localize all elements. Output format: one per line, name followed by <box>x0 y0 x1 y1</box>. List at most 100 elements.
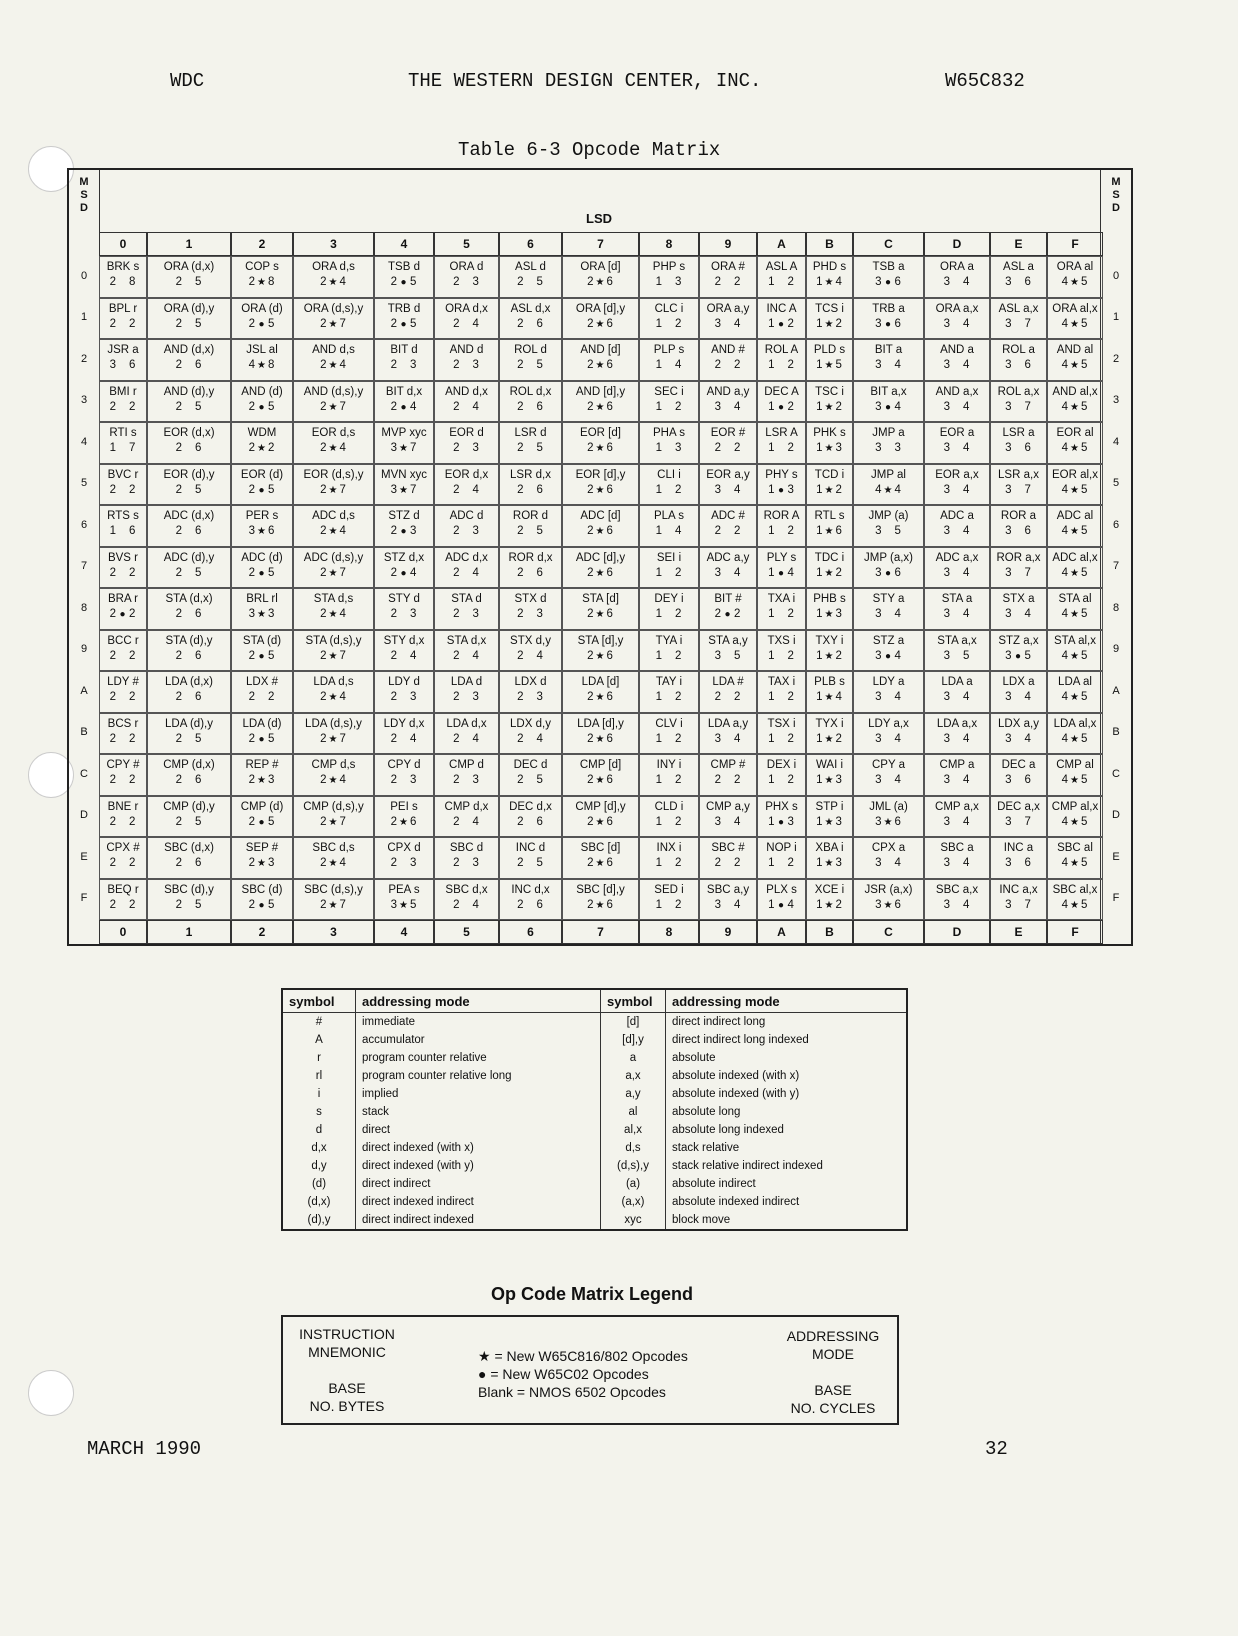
opcode-bytes-cycles: 2★7 <box>294 815 373 830</box>
opcode-bytes-cycles: 3 ● 4 <box>854 400 923 415</box>
opcode-bytes-cycles: 2★3 <box>232 856 292 871</box>
opcode-marker: ● <box>884 650 893 662</box>
opcode-cycles: 8 <box>129 276 137 288</box>
opcode-cell: LDA al,x 4★5 <box>1047 712 1103 754</box>
opcode-cycles: 6 <box>606 483 614 496</box>
opcode-bytes: 3 <box>943 691 951 703</box>
opcode-cycles: 6 <box>606 774 614 786</box>
opcode-cell: CMP al 4★5 <box>1047 754 1103 796</box>
opcode-bytes: 1 <box>655 276 663 288</box>
opcode-marker: ● <box>724 609 732 620</box>
opcode-cycles: 2 <box>129 400 137 413</box>
opcode-mnemonic: AND al <box>1056 344 1094 356</box>
opcode-cell: CMP (d,s),y 2★7 <box>293 795 374 837</box>
opcode-cell: TSB a 3 ● 6 <box>853 256 924 298</box>
column-header: 4 <box>374 232 434 256</box>
opcode-bytes: 2 <box>390 732 398 745</box>
opcode-bytes: 1 <box>816 691 824 703</box>
opcode-mnemonic: PLX s <box>766 883 797 896</box>
opcode-bytes: 2 <box>517 649 525 662</box>
opcode-mnemonic: CMP a,y <box>706 800 750 813</box>
opcode-mnemonic: LDA a,y <box>707 717 749 730</box>
opcode-bytes: 2 <box>714 525 722 537</box>
opcode-bytes: 2 <box>175 815 183 828</box>
opcode-bytes: 1 <box>655 815 663 828</box>
opcode-mnemonic: JSR (a,x) <box>864 883 913 896</box>
opcode-mnemonic: CLD i <box>654 800 684 813</box>
opcode-cycles: 6 <box>606 317 614 330</box>
opcode-marker: ● <box>258 401 266 413</box>
opcode-cycles: 6 <box>894 276 902 288</box>
row-label-right: 8 <box>1112 601 1120 614</box>
opcode-cell: ORA (d),y 2 5 <box>147 297 231 339</box>
opcode-bytes: 2 <box>175 898 183 911</box>
opcode-cell: ADC d,s 2★4 <box>293 505 374 547</box>
opcode-mnemonic: ORA d,x <box>445 302 488 315</box>
opcode-cycles: 5 <box>536 857 544 869</box>
legend-symbol: d,x <box>281 1139 356 1157</box>
key-mode: ADDRESSING MODE <box>786 1328 880 1362</box>
opcode-cell: SBC a,x 3 4 <box>924 878 990 920</box>
opcode-cycles: 4 <box>536 732 544 745</box>
opcode-mnemonic: AND d <box>449 344 484 356</box>
opcode-marker: ★ <box>1070 650 1080 662</box>
opcode-bytes: 1 <box>655 691 663 703</box>
opcode-mnemonic: BIT d <box>390 344 418 356</box>
opcode-mnemonic: ROL d,x <box>509 385 552 398</box>
opcode-cell: TCD i 1★2 <box>806 463 853 505</box>
opcode-bytes-cycles: 2★4 <box>294 773 373 788</box>
legend-mode: stack relative <box>665 1139 907 1157</box>
row-label-left: C <box>80 767 88 780</box>
opcode-mnemonic: ASL a,x <box>998 302 1039 315</box>
opcode-mnemonic: MVP xyc <box>381 427 427 439</box>
opcode-bytes: 1 <box>768 691 776 703</box>
opcode-cycles: 3 <box>472 608 480 620</box>
opcode-marker: ★ <box>824 733 835 745</box>
opcode-bytes-cycles: 2★6 <box>563 275 638 290</box>
opcode-cycles: 5 <box>835 359 843 371</box>
opcode-bytes-cycles: 2★4 <box>294 856 373 871</box>
opcode-cycles: 6 <box>606 857 614 869</box>
opcode-mnemonic: ADC al <box>1056 510 1094 522</box>
column-footer: B <box>806 920 853 944</box>
opcode-bytes: 2 <box>453 774 461 786</box>
opcode-cycles: 5 <box>734 649 742 662</box>
opcode-cycles: 5 <box>1081 691 1089 703</box>
opcode-cycles: 4 <box>472 566 480 579</box>
opcode-marker: ★ <box>595 318 606 330</box>
opcode-cycles: 5 <box>1081 483 1089 496</box>
opcode-cycles: 5 <box>195 276 203 288</box>
opcode-cell: BIT d,x 2 ● 4 <box>374 380 434 422</box>
opcode-mnemonic: JMP (a) <box>868 510 909 522</box>
opcode-bytes: 3 <box>1005 276 1013 288</box>
msd-label: M S D <box>79 176 89 214</box>
opcode-bytes: 3 <box>1005 566 1013 579</box>
opcode-marker: ★ <box>824 277 835 288</box>
opcode-mnemonic: TDC i <box>814 551 845 564</box>
opcode-cycles: 4 <box>963 359 971 371</box>
opcode-bytes: 2 <box>517 317 525 330</box>
opcode-bytes: 4 <box>1061 276 1069 288</box>
legend-key-box: INSTRUCTION MNEMONIC BASE NO. BYTES ★ = … <box>281 1315 899 1425</box>
opcode-mnemonic: CPX a <box>871 842 906 854</box>
opcode-cell: SBC al,x 4★5 <box>1047 878 1103 920</box>
opcode-mnemonic: ROL a <box>1002 344 1035 356</box>
opcode-marker: ★ <box>328 318 339 330</box>
opcode-cell: JSR (a,x) 3★6 <box>853 878 924 920</box>
opcode-bytes: 2 <box>714 442 722 454</box>
opcode-cycles: 2 <box>787 400 795 413</box>
opcode-mnemonic: BRK s <box>106 261 140 273</box>
opcode-cell: SBC (d),y 2 5 <box>147 878 231 920</box>
opcode-cell: LDY #2 2 <box>99 671 147 713</box>
